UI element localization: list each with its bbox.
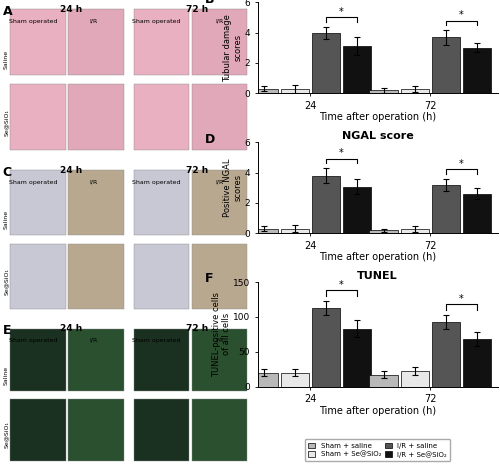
Bar [312, 176, 340, 233]
Text: A: A [2, 5, 12, 18]
Bar [343, 187, 371, 233]
Text: D: D [204, 133, 215, 146]
Title: TUNEL: TUNEL [357, 271, 398, 281]
Bar [68, 9, 124, 75]
Bar [134, 9, 190, 75]
Bar [68, 244, 124, 309]
Text: I/R: I/R [90, 180, 98, 184]
Text: 72 h: 72 h [186, 166, 208, 175]
Text: Se@SiO₁: Se@SiO₁ [4, 108, 9, 135]
Bar [370, 90, 398, 93]
Bar [68, 329, 124, 390]
X-axis label: Time after operation (h): Time after operation (h) [319, 252, 436, 262]
Text: Sham operated: Sham operated [132, 19, 181, 24]
Bar [312, 33, 340, 93]
Text: I/R: I/R [90, 19, 98, 24]
Bar [10, 170, 66, 235]
Text: *: * [459, 294, 464, 304]
Bar [134, 85, 190, 150]
Text: 72 h: 72 h [186, 324, 208, 333]
Text: I/R: I/R [216, 19, 224, 24]
Bar [343, 46, 371, 93]
Bar [10, 9, 66, 75]
Bar [10, 329, 66, 390]
Bar [192, 399, 248, 461]
Text: 24 h: 24 h [60, 166, 82, 175]
Bar [10, 85, 66, 150]
Bar [343, 329, 371, 387]
Bar [192, 170, 248, 235]
Text: *: * [459, 159, 464, 169]
Bar [192, 85, 248, 150]
Legend: Sham + saline, Sham + Se@SiO₂, I/R + saline, I/R + Se@SiO₂: Sham + saline, Sham + Se@SiO₂, I/R + sal… [304, 439, 450, 461]
Bar [192, 329, 248, 390]
Bar [400, 229, 428, 233]
Text: *: * [339, 149, 344, 158]
Bar [400, 371, 428, 387]
Text: 24 h: 24 h [60, 324, 82, 333]
Text: I/R: I/R [90, 338, 98, 343]
Text: E: E [2, 324, 11, 337]
Text: F: F [204, 272, 213, 284]
Bar [463, 48, 491, 93]
Bar [463, 194, 491, 233]
Text: *: * [339, 7, 344, 17]
Bar [134, 244, 190, 309]
X-axis label: Time after operation (h): Time after operation (h) [319, 112, 436, 122]
Bar [68, 85, 124, 150]
Bar [432, 37, 460, 93]
Bar [134, 329, 190, 390]
Bar [312, 308, 340, 387]
Bar [432, 322, 460, 387]
Bar [280, 373, 308, 387]
Bar [280, 228, 308, 233]
Text: Sham operated: Sham operated [8, 338, 57, 343]
Text: Saline: Saline [4, 210, 9, 229]
Text: Sham operated: Sham operated [132, 338, 181, 343]
Bar [192, 9, 248, 75]
Bar [400, 89, 428, 93]
Text: Saline: Saline [4, 50, 9, 69]
Text: Sham operated: Sham operated [8, 180, 57, 184]
Bar [370, 230, 398, 233]
Text: Saline: Saline [4, 366, 9, 385]
Bar [370, 375, 398, 387]
Bar [463, 339, 491, 387]
Title: NGAL score: NGAL score [342, 131, 413, 142]
Y-axis label: Positive NGAL
scores: Positive NGAL scores [224, 158, 242, 217]
Text: C: C [2, 166, 12, 179]
Bar [68, 170, 124, 235]
Bar [250, 373, 278, 387]
X-axis label: Time after operation (h): Time after operation (h) [319, 406, 436, 416]
Bar [432, 184, 460, 233]
Y-axis label: Tubular damage
scores: Tubular damage scores [224, 14, 242, 82]
Text: 72 h: 72 h [186, 5, 208, 14]
Bar [250, 228, 278, 233]
Text: I/R: I/R [216, 338, 224, 343]
Y-axis label: TUNEL-positive cells
of all cells: TUNEL-positive cells of all cells [212, 292, 231, 377]
Text: I/R: I/R [216, 180, 224, 184]
Bar [68, 399, 124, 461]
Title: H&E score: H&E score [346, 0, 410, 1]
Bar [280, 89, 308, 93]
Text: Se@SiO₁: Se@SiO₁ [4, 268, 9, 295]
Bar [134, 399, 190, 461]
Bar [10, 399, 66, 461]
Text: 24 h: 24 h [60, 5, 82, 14]
Bar [10, 244, 66, 309]
Text: Se@SiO₁: Se@SiO₁ [4, 421, 9, 448]
Text: Sham operated: Sham operated [8, 19, 57, 24]
Text: *: * [459, 10, 464, 20]
Text: Sham operated: Sham operated [132, 180, 181, 184]
Text: *: * [339, 280, 344, 290]
Bar [134, 170, 190, 235]
Bar [192, 244, 248, 309]
Text: B: B [204, 0, 214, 6]
Bar [250, 89, 278, 93]
